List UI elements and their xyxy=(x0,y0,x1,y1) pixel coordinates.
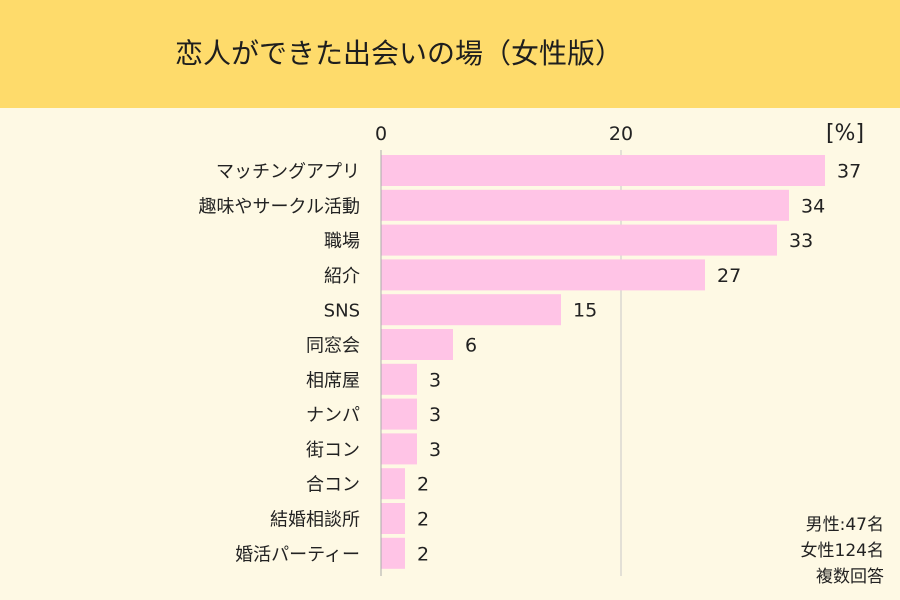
value-label: 2 xyxy=(417,474,429,496)
bar xyxy=(381,503,405,534)
bar xyxy=(381,259,705,291)
category-label: 同窓会 xyxy=(306,336,360,357)
value-label: 27 xyxy=(717,265,741,287)
note-male-count: 男性:47名 xyxy=(805,515,884,535)
category-label: ナンパ xyxy=(306,405,360,426)
category-label: マッチングアプリ xyxy=(216,162,360,183)
category-label: 街コン xyxy=(306,440,360,461)
bar xyxy=(381,363,417,395)
note-multiple-answers: 複数回答 xyxy=(816,567,884,587)
bar xyxy=(381,224,777,256)
bar xyxy=(381,433,417,465)
category-label: 紹介 xyxy=(324,266,360,287)
bar xyxy=(381,537,405,569)
value-label: 2 xyxy=(417,543,429,565)
bar xyxy=(381,398,417,430)
bar xyxy=(381,294,561,326)
title-banner: 恋人ができた出会いの場（女性版） xyxy=(0,0,900,108)
category-label: 相席屋 xyxy=(306,370,360,391)
category-label: 結婚相談所 xyxy=(270,510,360,531)
value-label: 3 xyxy=(429,369,441,391)
bar xyxy=(381,189,789,221)
category-label: SNS xyxy=(324,301,360,322)
value-label: 34 xyxy=(801,195,825,217)
bar xyxy=(381,468,405,500)
bar xyxy=(381,329,453,360)
value-label: 3 xyxy=(429,404,441,426)
x-tick-label: 20 xyxy=(609,123,633,145)
bar xyxy=(381,155,825,186)
note-female-count: 女性124名 xyxy=(800,541,884,561)
value-label: 3 xyxy=(429,439,441,461)
unit-label: [%] xyxy=(826,121,864,146)
category-label: 職場 xyxy=(324,231,360,252)
category-label: 趣味やサークル活動 xyxy=(199,196,360,217)
x-tick-label: 0 xyxy=(375,123,387,145)
category-label: 合コン xyxy=(306,475,360,496)
value-label: 15 xyxy=(573,300,597,322)
value-label: 37 xyxy=(837,161,861,183)
value-label: 6 xyxy=(465,335,477,357)
value-label: 2 xyxy=(417,509,429,531)
chart-title: 恋人ができた出会いの場（女性版） xyxy=(175,37,624,70)
category-label: 婚活パーティー xyxy=(235,544,360,565)
value-label: 33 xyxy=(789,230,813,252)
